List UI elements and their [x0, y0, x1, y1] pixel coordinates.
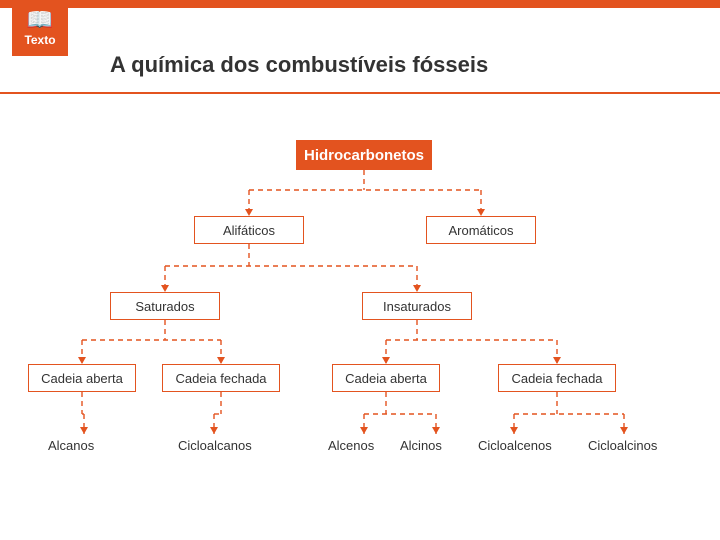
page-title: A química dos combustíveis fósseis — [110, 52, 488, 78]
title-underline — [0, 92, 720, 94]
node-insat: Insaturados — [362, 292, 472, 320]
node-ca1: Cadeia aberta — [28, 364, 136, 392]
node-cf1: Cadeia fechada — [162, 364, 280, 392]
top-accent-bar — [0, 0, 720, 8]
leaf-l6: Cicloalcinos — [588, 438, 657, 453]
leaf-l3: Alcenos — [328, 438, 374, 453]
node-arom: Aromáticos — [426, 216, 536, 244]
leaf-l4: Alcinos — [400, 438, 442, 453]
leaf-l2: Cicloalcanos — [178, 438, 252, 453]
leaf-l5: Cicloalcenos — [478, 438, 552, 453]
node-ca2: Cadeia aberta — [332, 364, 440, 392]
node-alif: Alifáticos — [194, 216, 304, 244]
brand-name: Texto — [24, 33, 55, 47]
node-root: Hidrocarbonetos — [296, 140, 432, 170]
brand-logo: 📖 Texto — [12, 0, 68, 56]
leaf-l1: Alcanos — [48, 438, 94, 453]
book-icon: 📖 — [26, 9, 53, 31]
node-cf2: Cadeia fechada — [498, 364, 616, 392]
node-sat: Saturados — [110, 292, 220, 320]
